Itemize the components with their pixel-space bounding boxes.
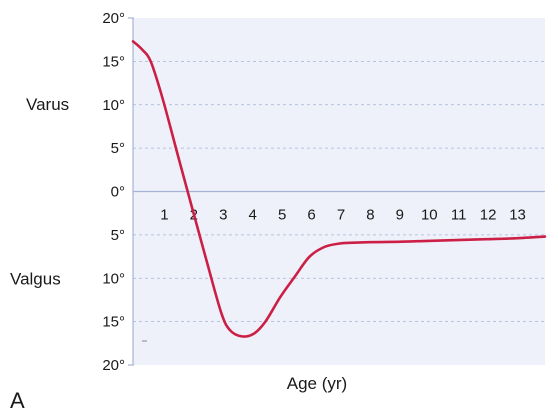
x-tick-label: 7: [337, 207, 345, 224]
x-tick-label: 9: [396, 207, 404, 224]
x-tick-label: 13: [509, 207, 526, 224]
series-group: [131, 40, 547, 338]
panel-label: A: [10, 388, 25, 413]
x-tick-label: 4: [249, 207, 257, 224]
y-tick-label: 20°: [102, 10, 125, 27]
grid-lines: [133, 60, 545, 323]
x-tick-label: 6: [307, 207, 315, 224]
y-tick-label: 5°: [111, 227, 125, 244]
y-tick-label: 0°: [111, 184, 125, 201]
x-tick-label: 10: [421, 207, 438, 224]
x-tick-label: 8: [366, 207, 374, 224]
y-tick-label: 5°: [111, 140, 125, 157]
x-tick-labels: 1 2 3 4 5 6 7 8 9 10 11 12 13: [160, 207, 526, 224]
x-tick-label: 3: [219, 207, 227, 224]
series-line: [131, 40, 547, 338]
y-tick-label: 10°: [102, 97, 125, 114]
valgus-label: Valgus: [10, 269, 61, 288]
y-tick-label: 15°: [102, 314, 125, 331]
varus-label: Varus: [26, 95, 69, 114]
y-tick-label: 10°: [102, 270, 125, 287]
x-tick-label: 12: [480, 207, 497, 224]
axes: [128, 17, 545, 366]
x-tick-label: 1: [160, 207, 168, 224]
y-tick-labels: 20° 15° 10° 5° 0° 5° 10° 15° 20°: [102, 10, 125, 374]
y-tick-label: 15°: [102, 53, 125, 70]
x-axis-title: Age (yr): [287, 374, 347, 393]
x-tick-label: 11: [451, 207, 467, 224]
y-tick-label: 20°: [102, 357, 125, 374]
x-tick-label: 5: [278, 207, 286, 224]
